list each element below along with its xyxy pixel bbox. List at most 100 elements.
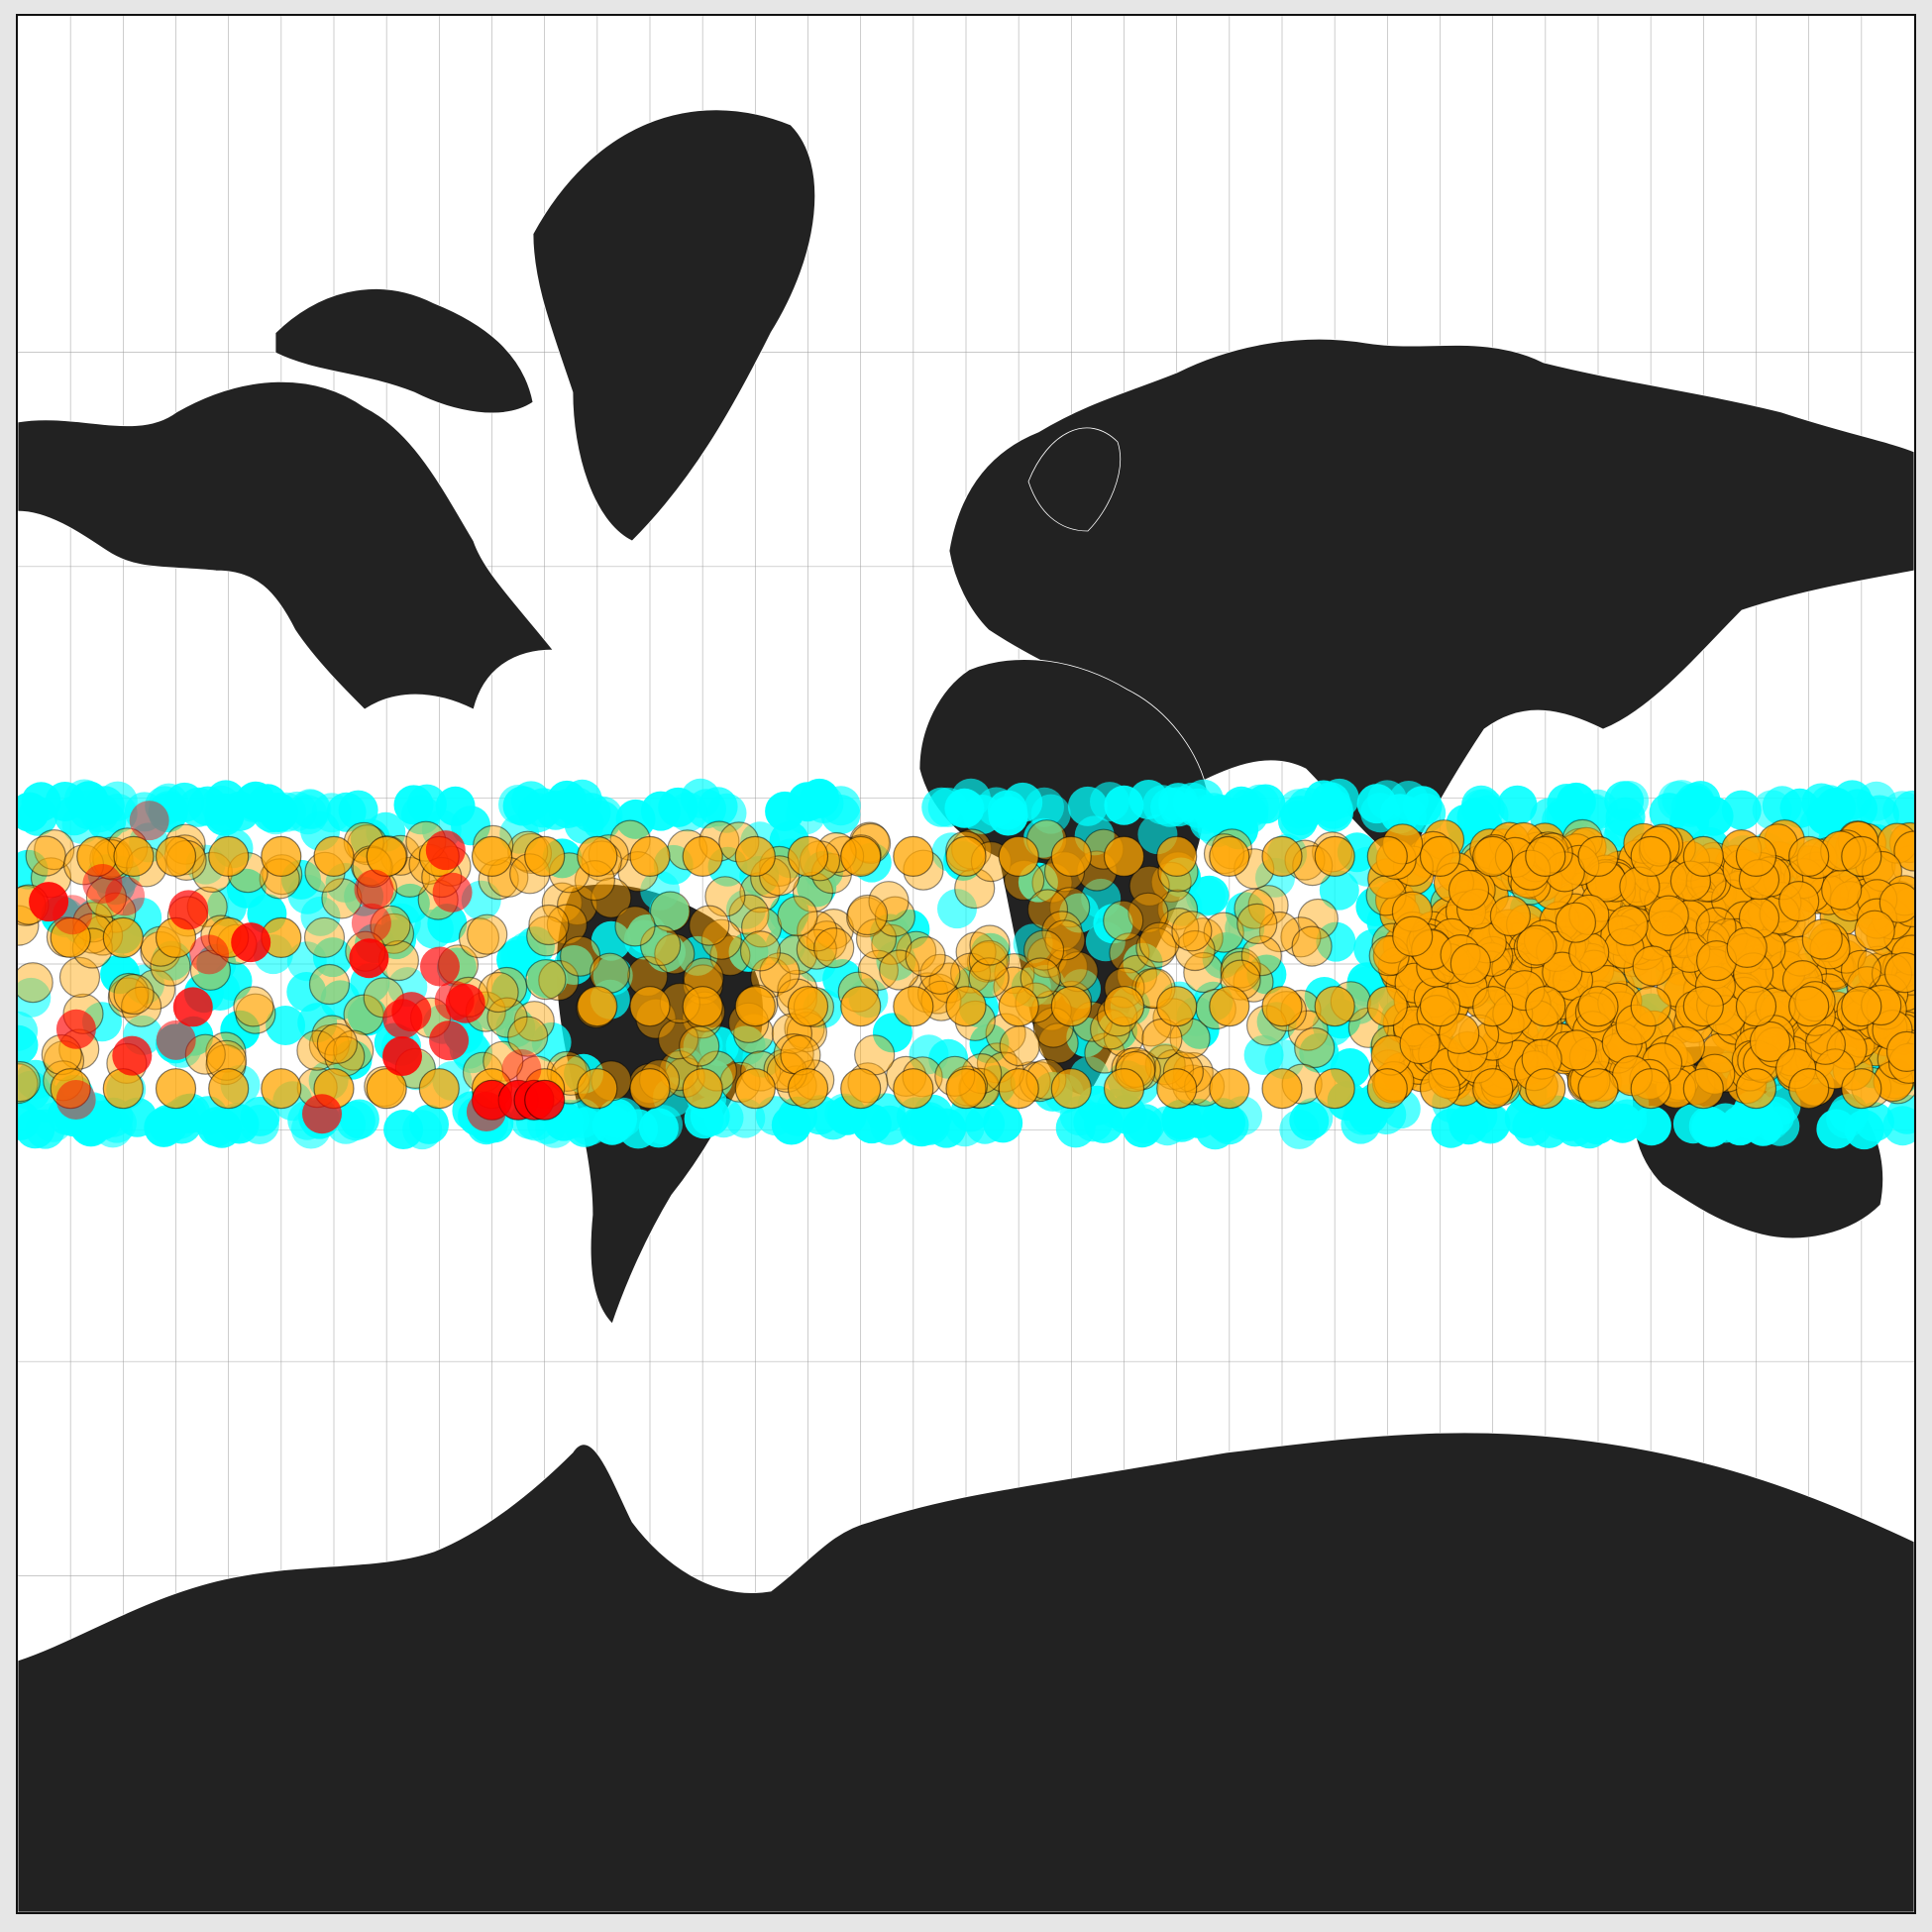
data-point[interactable] <box>1314 986 1355 1027</box>
data-point[interactable] <box>1788 1068 1830 1110</box>
data-point[interactable] <box>1779 788 1820 828</box>
data-point[interactable] <box>429 1020 470 1061</box>
data-point[interactable] <box>1297 898 1339 940</box>
data-point[interactable] <box>682 1068 723 1110</box>
data-point[interactable] <box>709 934 751 977</box>
data-point[interactable] <box>389 883 430 923</box>
data-point[interactable] <box>1448 869 1490 912</box>
data-point[interactable] <box>1142 785 1183 825</box>
data-point[interactable] <box>890 910 930 949</box>
data-point[interactable] <box>1525 1068 1566 1110</box>
data-point[interactable] <box>905 936 946 978</box>
data-point[interactable] <box>1319 870 1359 911</box>
data-point[interactable] <box>1314 835 1355 878</box>
data-point[interactable] <box>286 941 327 982</box>
data-point[interactable] <box>155 835 197 878</box>
data-point[interactable] <box>689 905 730 946</box>
data-point[interactable] <box>401 795 441 835</box>
data-point[interactable] <box>1419 986 1461 1027</box>
data-point[interactable] <box>629 1068 671 1110</box>
world-map[interactable] <box>18 16 1914 1912</box>
data-point[interactable] <box>1316 921 1356 962</box>
data-point[interactable] <box>1293 1098 1334 1138</box>
data-point[interactable] <box>1174 929 1216 972</box>
data-point[interactable] <box>1158 907 1200 949</box>
data-point[interactable] <box>1243 1034 1284 1075</box>
data-point[interactable] <box>1261 1068 1303 1110</box>
data-point[interactable] <box>1084 1104 1124 1143</box>
data-point[interactable] <box>1156 1068 1198 1110</box>
data-point[interactable] <box>618 1109 659 1149</box>
data-point[interactable] <box>780 1034 821 1076</box>
data-point[interactable] <box>125 964 164 1005</box>
data-point[interactable] <box>1127 892 1169 933</box>
data-point[interactable] <box>201 785 241 825</box>
data-point[interactable] <box>332 1039 373 1080</box>
data-point[interactable] <box>590 920 631 961</box>
data-point[interactable] <box>1258 911 1301 953</box>
data-point[interactable] <box>577 835 618 878</box>
data-point[interactable] <box>1735 986 1777 1027</box>
data-point[interactable] <box>261 1068 302 1110</box>
data-point[interactable] <box>467 913 508 955</box>
data-point[interactable] <box>1682 1068 1724 1110</box>
data-point[interactable] <box>876 940 916 981</box>
data-point[interactable] <box>1726 926 1768 969</box>
data-point[interactable] <box>1854 910 1895 951</box>
data-point[interactable] <box>18 962 54 1004</box>
data-point[interactable] <box>495 1008 536 1048</box>
data-point[interactable] <box>108 972 150 1015</box>
data-point[interactable] <box>373 912 415 954</box>
data-point[interactable] <box>1037 1022 1079 1064</box>
data-point[interactable] <box>1156 889 1199 930</box>
data-point[interactable] <box>773 1032 814 1075</box>
data-point[interactable] <box>85 877 128 918</box>
data-point[interactable] <box>120 986 162 1027</box>
data-point[interactable] <box>296 1029 338 1071</box>
data-point[interactable] <box>679 1025 720 1067</box>
data-point[interactable] <box>208 835 250 878</box>
data-point[interactable] <box>999 1025 1040 1067</box>
data-point[interactable] <box>1577 1068 1619 1110</box>
data-point[interactable] <box>1648 895 1689 936</box>
data-point[interactable] <box>1234 888 1275 929</box>
data-point[interactable] <box>1261 835 1303 878</box>
data-point[interactable] <box>678 935 718 976</box>
data-point[interactable] <box>511 781 551 821</box>
data-point[interactable] <box>1287 1010 1329 1051</box>
data-point[interactable] <box>208 1068 250 1110</box>
data-point[interactable] <box>1472 835 1514 878</box>
data-point[interactable] <box>739 930 782 972</box>
data-point[interactable] <box>538 959 580 1002</box>
data-point[interactable] <box>1609 781 1650 820</box>
data-point[interactable] <box>865 1093 906 1133</box>
data-point[interactable] <box>983 1103 1023 1143</box>
data-point[interactable] <box>945 835 987 878</box>
data-point[interactable] <box>896 930 937 972</box>
data-point[interactable] <box>258 793 298 832</box>
data-point[interactable] <box>1049 887 1091 928</box>
data-point[interactable] <box>1156 835 1198 878</box>
data-point[interactable] <box>1392 915 1434 957</box>
data-point[interactable] <box>1246 954 1287 995</box>
data-point[interactable] <box>640 791 681 831</box>
data-point[interactable] <box>1821 869 1863 911</box>
data-point[interactable] <box>300 896 341 936</box>
data-point[interactable] <box>189 949 231 991</box>
data-point[interactable] <box>1489 895 1532 937</box>
data-point[interactable] <box>34 828 75 871</box>
data-point[interactable] <box>682 835 723 878</box>
data-point[interactable] <box>1229 788 1269 828</box>
data-point[interactable] <box>391 992 432 1032</box>
data-point[interactable] <box>1291 925 1333 967</box>
data-point[interactable] <box>333 1029 375 1071</box>
data-point[interactable] <box>1026 936 1068 979</box>
data-point[interactable] <box>1525 835 1566 878</box>
data-point[interactable] <box>812 908 855 950</box>
data-point[interactable] <box>402 1110 443 1150</box>
data-point[interactable] <box>1203 912 1244 953</box>
data-point[interactable] <box>998 1068 1039 1110</box>
data-point[interactable] <box>590 877 632 918</box>
data-point[interactable] <box>955 931 997 973</box>
data-point[interactable] <box>1161 1102 1202 1142</box>
